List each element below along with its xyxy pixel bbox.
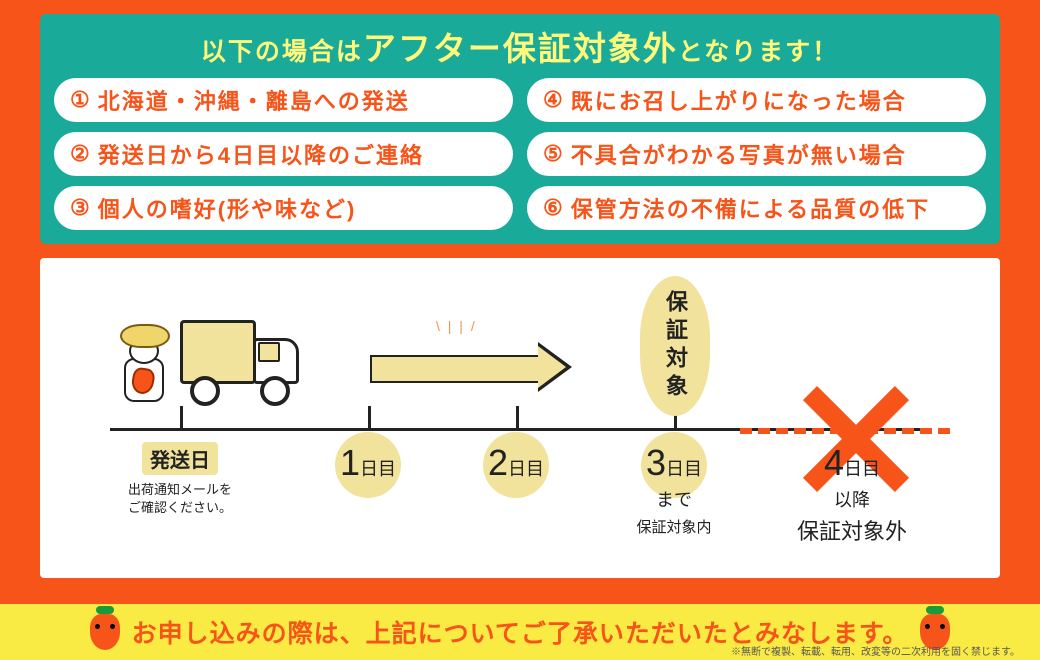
exclusion-title: 以下の場合はアフター保証対象外となります！: [54, 22, 986, 70]
node-day1: 1日目: [288, 442, 448, 484]
condition-3: ③個人の嗜好(形や味など): [54, 186, 513, 230]
ship-note: 出荷通知メールを ご確認ください。: [100, 481, 260, 517]
node-day3: 3日目 まで 保証対象内: [594, 442, 754, 537]
timeline-panel: \ | | / 保証対象 発送日 出荷通知メールを ご確認ください。 1日目 2…: [40, 258, 1000, 578]
node-ship: 発送日 出荷通知メールを ご確認ください。: [100, 442, 260, 517]
node-day4: 4日目 以降 保証対象外: [772, 442, 932, 546]
title-big: アフター保証対象外: [363, 30, 678, 67]
condition-2: ②発送日から4日目以降のご連絡: [54, 132, 513, 176]
condition-grid: ①北海道・沖縄・離島への発送 ④既にお召し上がりになった場合 ②発送日から4日目…: [54, 78, 986, 230]
condition-5: ⑤不具合がわかる写真が無い場合: [527, 132, 986, 176]
condition-6: ⑥保管方法の不備による品質の低下: [527, 186, 986, 230]
arrow-icon: [370, 348, 570, 386]
title-post: となります！: [678, 38, 839, 66]
tick-day1: [368, 406, 371, 430]
tick-ship: [180, 406, 183, 430]
condition-4: ④既にお召し上がりになった場合: [527, 78, 986, 122]
exclusion-panel: 以下の場合はアフター保証対象外となります！ ①北海道・沖縄・離島への発送 ④既に…: [40, 14, 1000, 244]
node-day2: 2日目: [436, 442, 596, 484]
strawberry-icon: [90, 614, 120, 650]
motion-marks-icon: \ | | /: [436, 318, 477, 334]
ship-date-label: 発送日: [142, 442, 218, 475]
condition-1: ①北海道・沖縄・離島への発送: [54, 78, 513, 122]
truck-icon: [180, 314, 310, 404]
tick-day2: [516, 406, 519, 430]
copyright-note: ※無断で複製、転載、転用、改変等の二次利用を固く禁じます。: [731, 643, 1020, 658]
warranty-target-label: 保証対象: [640, 276, 710, 416]
title-pre: 以下の場合は: [201, 38, 363, 66]
